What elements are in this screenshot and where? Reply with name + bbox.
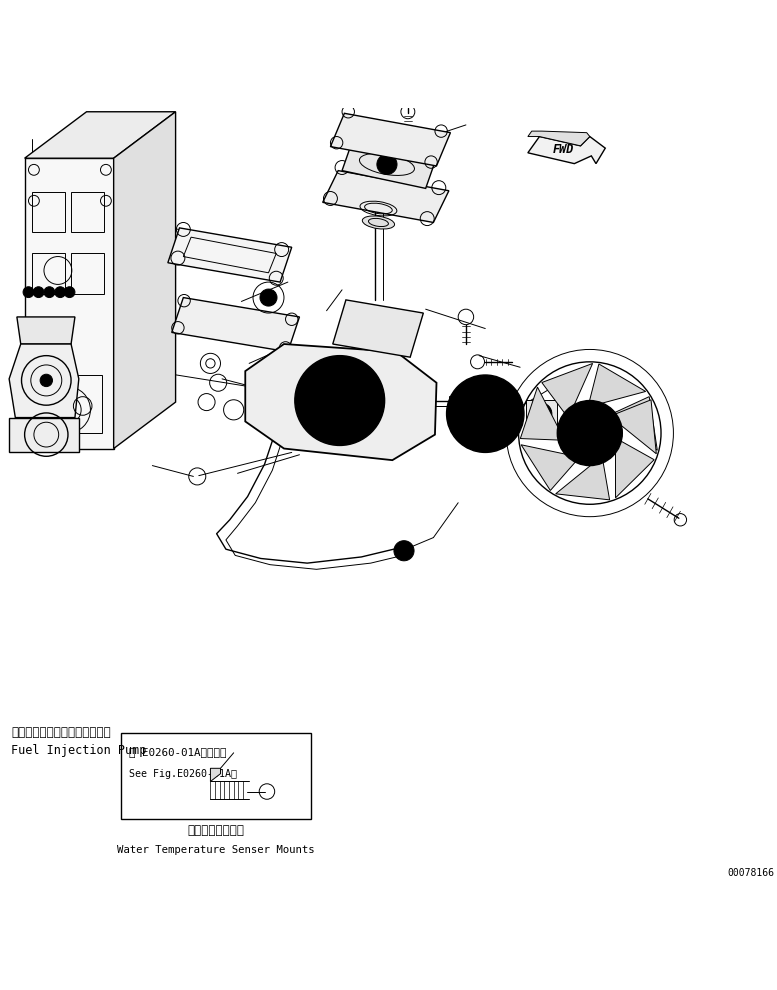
Polygon shape: [521, 387, 559, 441]
Circle shape: [260, 289, 277, 306]
Polygon shape: [615, 400, 657, 453]
Circle shape: [580, 424, 599, 443]
Circle shape: [377, 154, 397, 174]
Circle shape: [557, 401, 622, 465]
Circle shape: [55, 287, 65, 298]
Circle shape: [327, 388, 352, 413]
Text: 第 E0260-01A※図参照: 第 E0260-01A※図参照: [129, 747, 227, 757]
Circle shape: [479, 408, 492, 420]
Circle shape: [530, 403, 552, 425]
Polygon shape: [172, 298, 299, 351]
Circle shape: [23, 287, 34, 298]
Circle shape: [570, 413, 610, 453]
Polygon shape: [9, 345, 78, 418]
Text: 水温センサ取付け: 水温センサ取付け: [188, 825, 245, 838]
Bar: [71, 253, 103, 294]
Bar: [33, 253, 64, 294]
Circle shape: [33, 287, 44, 298]
Circle shape: [44, 287, 55, 298]
Polygon shape: [333, 300, 423, 357]
Circle shape: [40, 374, 53, 387]
Polygon shape: [615, 441, 654, 498]
Polygon shape: [614, 397, 657, 450]
Polygon shape: [322, 170, 449, 223]
Circle shape: [471, 399, 500, 429]
Circle shape: [447, 375, 524, 452]
Polygon shape: [211, 768, 221, 781]
Polygon shape: [25, 112, 176, 158]
Polygon shape: [556, 461, 610, 500]
Circle shape: [394, 541, 414, 560]
Polygon shape: [521, 445, 577, 490]
Polygon shape: [168, 228, 291, 282]
Polygon shape: [17, 317, 75, 345]
Polygon shape: [25, 158, 113, 448]
Bar: [34, 375, 102, 433]
Bar: [525, 400, 556, 428]
Polygon shape: [330, 113, 451, 166]
Text: FWD: FWD: [552, 144, 574, 156]
Text: Fuel Injection Pump: Fuel Injection Pump: [12, 743, 147, 756]
Polygon shape: [528, 131, 590, 146]
Polygon shape: [9, 418, 78, 452]
Circle shape: [294, 355, 385, 446]
Ellipse shape: [362, 216, 395, 229]
Polygon shape: [542, 363, 593, 414]
Bar: [71, 191, 103, 232]
Circle shape: [310, 371, 369, 430]
Bar: [33, 191, 64, 232]
Circle shape: [64, 287, 75, 298]
Text: Water Temperature Senser Mounts: Water Temperature Senser Mounts: [117, 845, 315, 855]
Polygon shape: [342, 140, 437, 188]
Polygon shape: [113, 112, 176, 448]
Text: 00078166: 00078166: [727, 868, 774, 878]
Text: フェルインジェクションポンプ: フェルインジェクションポンプ: [12, 726, 111, 739]
Text: See Fig.E0260-01A※: See Fig.E0260-01A※: [129, 769, 237, 779]
Polygon shape: [246, 345, 437, 460]
Bar: [121, 734, 311, 819]
Polygon shape: [528, 137, 605, 163]
Polygon shape: [589, 364, 646, 404]
